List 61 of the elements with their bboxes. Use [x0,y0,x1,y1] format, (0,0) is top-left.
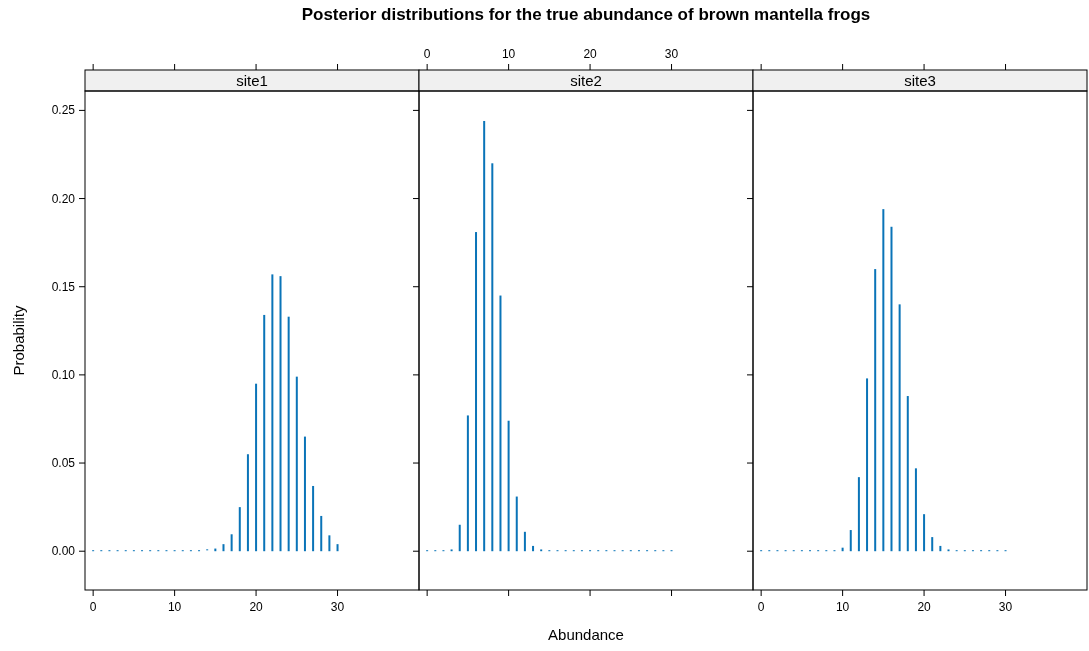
x-tick-label: 30 [330,600,345,614]
y-tick-label: 0.20 [51,191,76,206]
bar [295,376,298,552]
bar [874,269,877,552]
bar [303,436,306,552]
bar [491,163,494,552]
x-tick-label: 0 [423,47,431,61]
bar [507,420,510,552]
x-tick-label: 0 [757,600,765,614]
bar [458,524,461,552]
y-tick-label: 0.00 [51,544,76,559]
bar [230,534,233,552]
y-tick-label: 0.05 [51,456,76,471]
bar [849,530,852,552]
bar [263,314,266,552]
bar [857,477,860,552]
bar [882,209,885,552]
bar [898,304,901,552]
bar [312,485,315,552]
text: Posterior distributions for the true abundance of brown mantella frogs [301,5,871,24]
x-tick-label: 10 [501,47,516,61]
y-tick-label: 0.25 [51,103,76,118]
bar [287,316,290,552]
bar [246,454,249,552]
x-tick-label: 30 [664,47,679,61]
x-tick-label: 10 [835,600,850,614]
bar [255,383,258,552]
x-tick-label: 20 [583,47,598,61]
bar [931,537,934,552]
bar [320,515,323,552]
y-tick-label: 0.15 [51,279,76,294]
chart-title: site1 [236,72,268,89]
bar [532,545,535,552]
bar [523,531,526,552]
text: Probability [10,304,27,376]
x-tick-label: 10 [167,600,182,614]
bar [279,276,282,552]
x-tick-label: 0 [89,600,97,614]
bar [499,295,502,552]
bar [475,232,478,552]
x-tick-label: 20 [917,600,932,614]
bar [238,507,241,552]
bar [914,468,917,552]
bar [328,535,331,552]
chart-title: site3 [904,72,936,89]
bar [483,120,486,552]
bar [890,226,893,552]
text: Abundance [548,626,624,643]
x-tick-label: 30 [998,600,1013,614]
bar [336,544,339,552]
bar [515,496,518,552]
bar [939,545,942,552]
bar [466,415,469,552]
bar [222,544,225,552]
x-tick-label: 20 [249,600,264,614]
bar [906,396,909,552]
bar [923,514,926,552]
bar [271,274,274,552]
y-tick-label: 0.10 [51,367,76,382]
chart-title: site2 [570,72,602,89]
bar [866,378,869,552]
